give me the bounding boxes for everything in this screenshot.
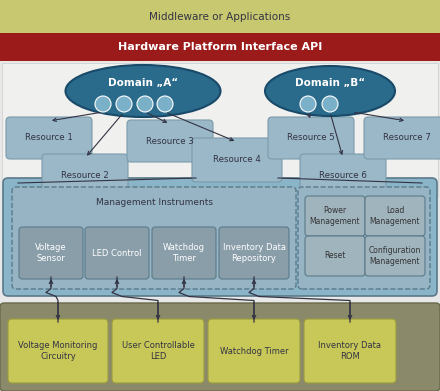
Bar bbox=[2, 63, 438, 196]
Text: Domain „A“: Domain „A“ bbox=[108, 78, 178, 88]
FancyBboxPatch shape bbox=[365, 196, 425, 236]
Circle shape bbox=[116, 96, 132, 112]
FancyBboxPatch shape bbox=[85, 227, 149, 279]
FancyBboxPatch shape bbox=[364, 117, 440, 159]
Circle shape bbox=[300, 96, 316, 112]
Text: Domain „B“: Domain „B“ bbox=[295, 78, 365, 88]
Text: Inventory Data
ROM: Inventory Data ROM bbox=[319, 341, 381, 361]
Ellipse shape bbox=[265, 66, 395, 116]
FancyBboxPatch shape bbox=[219, 227, 289, 279]
FancyBboxPatch shape bbox=[8, 319, 108, 383]
Text: Resource Level Capabilities: Resource Level Capabilities bbox=[309, 198, 419, 207]
Text: Reset: Reset bbox=[324, 251, 346, 260]
Text: Resource 2: Resource 2 bbox=[61, 170, 109, 179]
Ellipse shape bbox=[66, 65, 220, 117]
FancyBboxPatch shape bbox=[19, 227, 83, 279]
Text: Resource 6: Resource 6 bbox=[319, 170, 367, 179]
Circle shape bbox=[95, 96, 111, 112]
FancyBboxPatch shape bbox=[365, 236, 425, 276]
FancyBboxPatch shape bbox=[12, 187, 296, 289]
Text: Resource 4: Resource 4 bbox=[193, 191, 247, 201]
FancyBboxPatch shape bbox=[304, 319, 396, 383]
Circle shape bbox=[137, 96, 153, 112]
FancyBboxPatch shape bbox=[300, 154, 386, 196]
Text: LED Control: LED Control bbox=[92, 249, 142, 258]
Text: Middleware or Applications: Middleware or Applications bbox=[149, 12, 291, 22]
FancyBboxPatch shape bbox=[6, 117, 92, 159]
FancyBboxPatch shape bbox=[305, 236, 365, 276]
FancyBboxPatch shape bbox=[208, 319, 300, 383]
FancyBboxPatch shape bbox=[3, 178, 437, 296]
FancyBboxPatch shape bbox=[192, 138, 282, 182]
Bar bbox=[0, 33, 440, 61]
Text: Hardware Platform Interface API: Hardware Platform Interface API bbox=[118, 42, 322, 52]
FancyBboxPatch shape bbox=[305, 196, 365, 236]
Bar bbox=[0, 0, 440, 33]
Text: Voltage
Sensor: Voltage Sensor bbox=[35, 243, 67, 263]
FancyBboxPatch shape bbox=[152, 227, 216, 279]
Text: Inventory Data
Repository: Inventory Data Repository bbox=[223, 243, 286, 263]
Text: Voltage Monitoring
Circuitry: Voltage Monitoring Circuitry bbox=[18, 341, 98, 361]
Circle shape bbox=[322, 96, 338, 112]
Text: Load
Management: Load Management bbox=[370, 206, 420, 226]
Text: Resource 3: Resource 3 bbox=[146, 136, 194, 145]
Text: Resource 1: Resource 1 bbox=[25, 133, 73, 142]
Text: Management Instruments: Management Instruments bbox=[95, 198, 213, 207]
Circle shape bbox=[157, 96, 173, 112]
FancyBboxPatch shape bbox=[298, 187, 430, 289]
Text: Resource 4: Resource 4 bbox=[213, 156, 261, 165]
FancyBboxPatch shape bbox=[42, 154, 128, 196]
Text: Watchdog Timer: Watchdog Timer bbox=[220, 346, 288, 355]
Text: User Controllable
LED: User Controllable LED bbox=[121, 341, 194, 361]
Text: Configuration
Management: Configuration Management bbox=[369, 246, 421, 266]
FancyBboxPatch shape bbox=[268, 117, 354, 159]
FancyBboxPatch shape bbox=[127, 120, 213, 162]
FancyBboxPatch shape bbox=[0, 303, 440, 391]
Text: Resource 7: Resource 7 bbox=[383, 133, 431, 142]
Text: Resource 5: Resource 5 bbox=[287, 133, 335, 142]
Text: Power
Management: Power Management bbox=[310, 206, 360, 226]
FancyBboxPatch shape bbox=[112, 319, 204, 383]
Text: Watchdog
Timer: Watchdog Timer bbox=[163, 243, 205, 263]
